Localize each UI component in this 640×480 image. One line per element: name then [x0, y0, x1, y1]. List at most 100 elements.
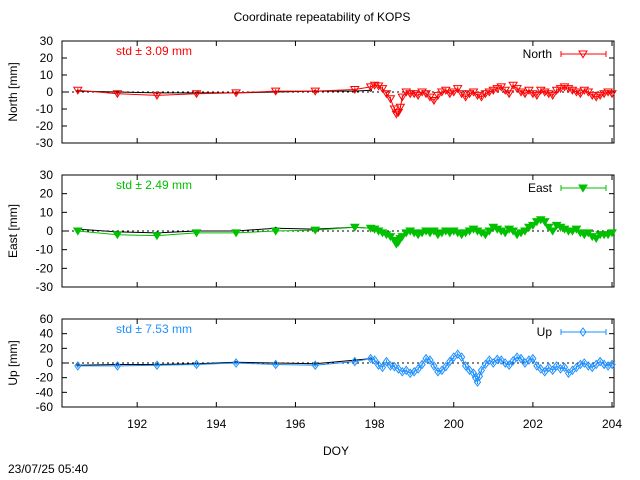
data-point [413, 91, 424, 100]
y-tick-label: 10 [40, 205, 54, 219]
data-point [604, 361, 612, 371]
data-point [571, 88, 582, 97]
data-point [480, 231, 491, 240]
data-point [563, 85, 574, 94]
data-point [525, 355, 533, 365]
data-point [547, 91, 558, 100]
data-point [596, 356, 604, 367]
y-tick-label: -30 [36, 136, 54, 150]
data-point [531, 91, 542, 100]
data-point [484, 88, 495, 97]
data-point [591, 93, 602, 102]
data-point [527, 90, 538, 99]
data-point [390, 361, 399, 372]
data-point [152, 91, 162, 100]
data-point [485, 355, 493, 365]
data-point [492, 85, 503, 94]
data-point [370, 355, 379, 365]
legend-marker [579, 327, 587, 337]
y-tick-label: 0 [46, 356, 53, 370]
data-point [112, 90, 123, 99]
data-point [430, 361, 438, 371]
data-point [529, 353, 537, 364]
data-point [600, 359, 608, 370]
data-point [465, 365, 474, 376]
data-point [608, 359, 616, 370]
data-point [382, 356, 391, 367]
data-point [74, 361, 82, 371]
data-point [567, 86, 578, 95]
data-point [448, 88, 459, 97]
data-point [537, 364, 545, 374]
data-point [378, 362, 387, 373]
data-point [458, 352, 466, 362]
data-point [377, 85, 388, 94]
y-tick-label: 0 [46, 85, 53, 99]
std-label: std ± 3.09 mm [116, 44, 192, 58]
data-point [414, 364, 422, 374]
data-point [497, 355, 505, 365]
data-point [533, 361, 541, 371]
data-point [367, 353, 375, 364]
data-point [231, 229, 241, 238]
y-axis-label: North [mm] [6, 62, 20, 121]
data-point [587, 91, 598, 100]
data-point [504, 90, 515, 99]
legend-label: Up [537, 325, 553, 339]
data-point [464, 90, 475, 99]
y-tick-label: 20 [40, 187, 54, 201]
data-point [607, 229, 617, 238]
y-tick-label: -20 [36, 261, 54, 275]
legend-label: North [523, 47, 552, 61]
data-point [454, 349, 462, 360]
data-point [351, 356, 359, 367]
data-point [599, 90, 609, 99]
y-axis-label: East [mm] [6, 204, 20, 258]
data-point [580, 358, 588, 368]
data-point [545, 362, 553, 373]
data-point [398, 366, 406, 377]
data-point [535, 86, 546, 95]
timestamp: 23/07/25 05:40 [8, 462, 88, 476]
legend-marker [578, 184, 588, 193]
y-tick-label: -20 [36, 371, 54, 385]
data-point [385, 95, 396, 104]
data-point [373, 82, 384, 91]
data-point [489, 358, 497, 368]
data-point [488, 86, 499, 95]
y-tick-label: 30 [40, 34, 54, 48]
x-axis-label: DOY [323, 444, 349, 458]
data-point [418, 359, 426, 370]
data-point [393, 108, 404, 117]
data-point [584, 361, 592, 371]
data-point [381, 90, 392, 99]
data-point [349, 223, 360, 232]
data-point [576, 359, 584, 370]
y-axis-label: Up [mm] [6, 340, 20, 385]
data-point [471, 372, 480, 383]
data-point [480, 90, 491, 99]
legend-marker [578, 50, 588, 59]
data-point [579, 86, 590, 95]
data-point [520, 90, 530, 99]
data-point [460, 93, 471, 102]
data-point [397, 93, 408, 102]
y-tick-label: 30 [40, 168, 54, 182]
data-point [436, 88, 447, 97]
y-tick-label: 20 [40, 51, 54, 65]
data-point [559, 83, 570, 92]
data-point [556, 364, 565, 374]
data-point [395, 103, 406, 112]
y-tick-label: 60 [40, 312, 54, 326]
y-tick-label: 10 [40, 68, 54, 82]
data-point [434, 366, 442, 377]
data-point [442, 361, 450, 372]
data-point [422, 353, 430, 364]
data-point [607, 90, 617, 99]
data-point [153, 360, 161, 371]
data-point [444, 90, 455, 99]
data-point [349, 85, 360, 95]
y-tick-label: 0 [46, 224, 53, 238]
data-point [270, 87, 281, 96]
